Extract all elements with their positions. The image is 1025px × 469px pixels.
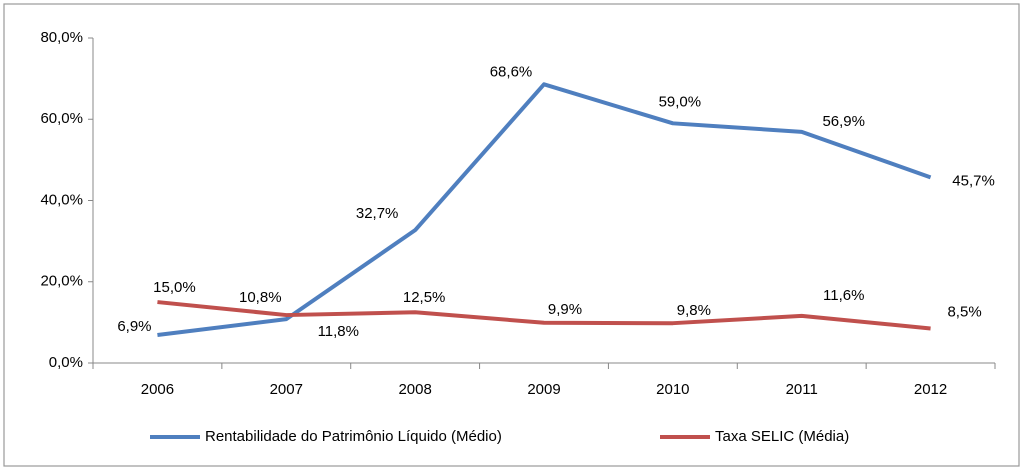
x-tick-label: 2010 [656,381,689,398]
x-tick-label: 2012 [914,381,947,398]
y-tick-label: 60,0% [40,110,83,127]
legend-label: Taxa SELIC (Média) [715,428,849,445]
y-tick-label: 20,0% [40,273,83,290]
data-label: 15,0% [153,279,196,296]
legend-label: Rentabilidade do Patrimônio Líquido (Méd… [205,428,502,445]
data-label: 32,7% [356,205,399,222]
series-line [157,82,932,337]
data-label: 6,9% [117,318,151,335]
data-label: 10,8% [239,289,282,306]
y-tick-label: 40,0% [40,191,83,208]
data-label: 45,7% [952,172,995,189]
data-label: 56,9% [822,113,865,130]
data-label: 11,6% [823,287,864,304]
data-label: 9,8% [677,302,711,319]
chart-frame [3,3,1020,467]
x-tick-label: 2006 [141,381,174,398]
data-label: 59,0% [659,93,702,110]
x-tick-label: 2011 [786,381,818,398]
data-label: 11,8% [318,323,359,340]
data-label: 9,9% [548,301,582,318]
data-label: 8,5% [947,303,981,320]
data-label: 68,6% [490,63,533,80]
series-line [157,300,931,331]
x-tick-label: 2008 [398,381,431,398]
y-tick-label: 0,0% [49,354,83,371]
y-tick-label: 80,0% [40,29,83,46]
data-label: 12,5% [403,289,446,306]
x-tick-label: 2007 [270,381,303,398]
x-tick-label: 2009 [527,381,560,398]
